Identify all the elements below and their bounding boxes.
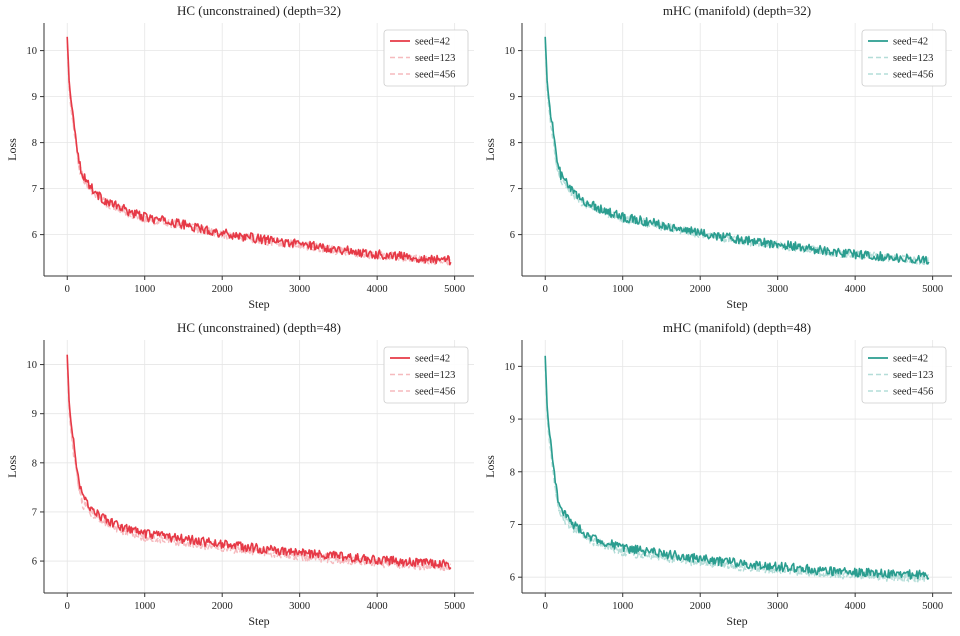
y-axis-label: Loss	[5, 455, 19, 478]
x-tick-label: 3000	[289, 284, 310, 295]
legend-frame	[861, 346, 947, 404]
legend-label: seed=123	[415, 370, 455, 381]
y-tick-label: 7	[510, 520, 515, 531]
legend: seed=42 seed=123 seed=456	[861, 29, 947, 87]
x-axis-label: Step	[248, 297, 269, 311]
x-tick-label: 5000	[922, 284, 943, 295]
series-line-seed-42	[66, 354, 452, 570]
y-axis-label: Loss	[483, 138, 497, 161]
x-tick-label: 3000	[767, 601, 788, 612]
x-tick-label: 4000	[367, 284, 388, 295]
legend-frame	[861, 29, 947, 87]
y-tick-label: 10	[27, 360, 38, 371]
y-tick-label: 7	[510, 184, 515, 195]
subplot-4: 0 1000 2000 3000 4000 5000 6 7 8 9 10 mHC (manifold…	[483, 320, 952, 628]
y-tick-label: 6	[32, 557, 37, 568]
legend: seed=42 seed=123 seed=456	[383, 29, 469, 87]
y-tick-label: 6	[510, 230, 515, 241]
x-tick-label: 1000	[612, 601, 633, 612]
y-tick-label: 6	[32, 230, 37, 241]
subplot-2: 0 1000 2000 3000 4000 5000 6 7 8 9 10 mHC (manifold…	[483, 3, 952, 311]
x-tick-label: 2000	[212, 284, 233, 295]
x-tick-label: 5000	[444, 284, 465, 295]
legend-label: seed=42	[415, 37, 450, 48]
y-tick-label: 8	[510, 138, 515, 149]
legend-label: seed=123	[415, 53, 455, 64]
x-tick-label: 5000	[922, 601, 943, 612]
subplot-3: 0 1000 2000 3000 4000 5000 6 7 8 9 10 HC (unconstra…	[5, 320, 474, 628]
y-axis-label: Loss	[483, 455, 497, 478]
series-line-seed-456	[66, 45, 452, 266]
y-axis-label: Loss	[5, 138, 19, 161]
x-tick-label: 1000	[612, 284, 633, 295]
subplot-1: 0 1000 2000 3000 4000 5000 6 7 8 9 10 HC (unconstra…	[5, 3, 474, 311]
y-tick-label: 7	[32, 507, 37, 518]
series-line-seed-123	[544, 361, 929, 582]
y-tick-label: 7	[32, 184, 37, 195]
y-tick-label: 8	[510, 467, 515, 478]
series-line-seed-123	[66, 41, 452, 266]
legend-frame	[383, 29, 469, 87]
legend-label: seed=42	[415, 354, 450, 365]
legend-label: seed=456	[415, 387, 455, 398]
legend: seed=42 seed=123 seed=456	[861, 346, 947, 404]
x-tick-label: 2000	[212, 601, 233, 612]
x-tick-label: 3000	[289, 601, 310, 612]
series-line-seed-42	[544, 355, 930, 580]
x-tick-label: 3000	[767, 284, 788, 295]
chart-title: mHC (manifold) (depth=32)	[663, 3, 811, 18]
y-tick-label: 8	[32, 458, 37, 469]
x-axis-label: Step	[726, 614, 747, 628]
x-tick-label: 1000	[134, 284, 155, 295]
x-tick-label: 5000	[444, 601, 465, 612]
y-tick-label: 9	[510, 415, 515, 426]
x-tick-label: 0	[543, 284, 548, 295]
x-axis-label: Step	[726, 297, 747, 311]
x-tick-label: 2000	[690, 601, 711, 612]
y-tick-label: 6	[510, 573, 515, 584]
legend-label: seed=456	[893, 70, 933, 81]
series-line-seed-456	[544, 45, 930, 266]
legend-label: seed=42	[893, 354, 928, 365]
series-line-seed-42	[66, 36, 452, 266]
chart-title: mHC (manifold) (depth=48)	[663, 320, 811, 335]
x-tick-label: 0	[543, 601, 548, 612]
y-tick-label: 10	[505, 362, 516, 373]
x-tick-label: 0	[65, 284, 70, 295]
y-tick-label: 9	[32, 409, 37, 420]
series-line-seed-42	[544, 36, 930, 265]
legend-label: seed=123	[893, 370, 933, 381]
y-tick-label: 10	[27, 46, 38, 57]
y-tick-label: 9	[510, 92, 515, 103]
chart-title: HC (unconstrained) (depth=32)	[177, 3, 341, 18]
y-tick-label: 9	[32, 92, 37, 103]
y-tick-label: 10	[505, 46, 516, 57]
x-tick-label: 4000	[367, 601, 388, 612]
y-tick-label: 8	[32, 138, 37, 149]
x-tick-label: 0	[65, 601, 70, 612]
x-tick-label: 4000	[845, 601, 866, 612]
x-tick-label: 2000	[690, 284, 711, 295]
legend-label: seed=123	[893, 53, 933, 64]
chart-title: HC (unconstrained) (depth=48)	[177, 320, 341, 335]
x-axis-label: Step	[248, 614, 269, 628]
legend-label: seed=42	[893, 37, 928, 48]
x-tick-label: 4000	[845, 284, 866, 295]
legend-frame	[383, 346, 469, 404]
legend: seed=42 seed=123 seed=456	[383, 346, 469, 404]
legend-label: seed=456	[415, 70, 455, 81]
x-tick-label: 1000	[134, 601, 155, 612]
legend-label: seed=456	[893, 387, 933, 398]
